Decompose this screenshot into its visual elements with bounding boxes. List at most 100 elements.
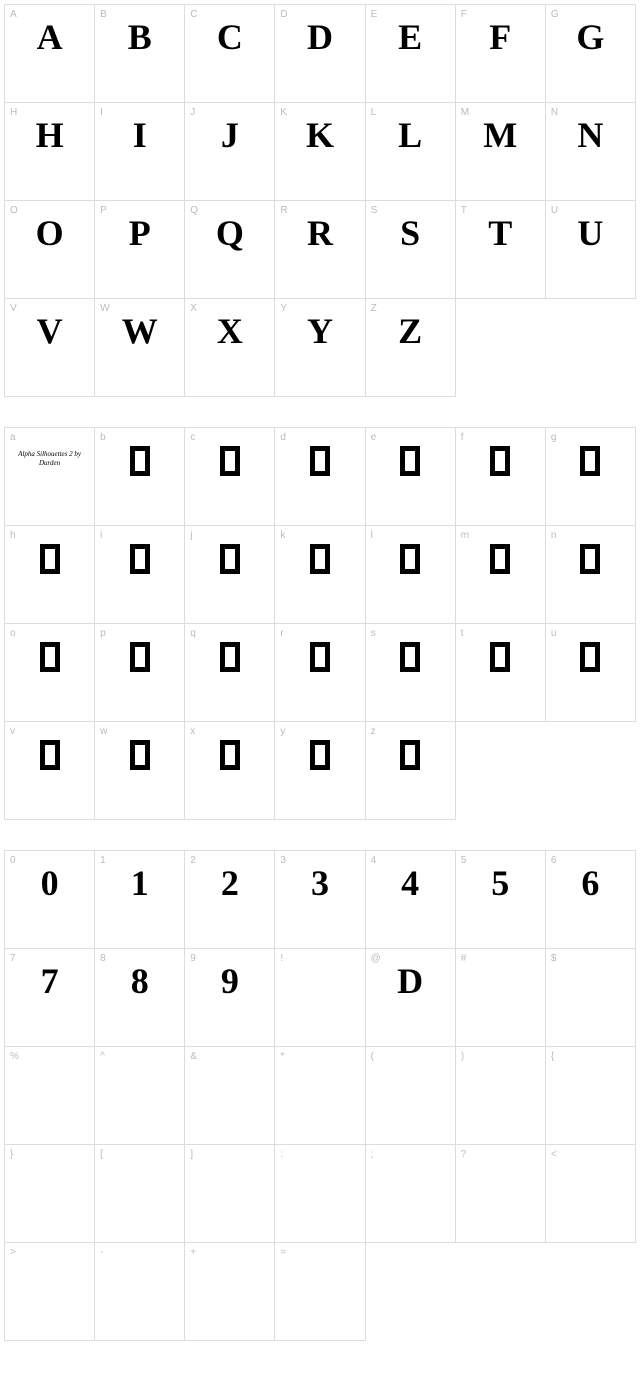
glyph-char: F	[456, 5, 545, 102]
cell-key: x	[190, 726, 195, 737]
glyph-section: 00112233445566778899!@D#$%^&*(){}[]:;?<>…	[4, 850, 636, 1341]
glyph-cell: 22	[185, 851, 275, 949]
glyph-missing-box	[366, 722, 455, 819]
glyph-missing-box	[456, 624, 545, 721]
cell-key: B	[100, 9, 107, 20]
glyph-cell: ]	[185, 1145, 275, 1243]
glyph-char: E	[366, 5, 455, 102]
glyph-missing-box	[95, 722, 184, 819]
cell-key: k	[280, 530, 285, 541]
cell-key: o	[10, 628, 16, 639]
cell-key: e	[371, 432, 377, 443]
cell-key: d	[280, 432, 286, 443]
glyph-char: D	[275, 5, 364, 102]
cell-key: p	[100, 628, 106, 639]
glyph-char: 3	[275, 851, 364, 948]
cell-key: <	[551, 1149, 557, 1160]
glyph-missing-box	[5, 722, 94, 819]
glyph-missing-box	[185, 428, 274, 525]
glyph-char: L	[366, 103, 455, 200]
glyph-missing-box	[275, 624, 364, 721]
glyph-char: P	[95, 201, 184, 298]
glyph-char: N	[546, 103, 635, 200]
cell-key: C	[190, 9, 197, 20]
cell-key: L	[371, 107, 377, 118]
cell-key: 1	[100, 855, 106, 866]
cell-key: g	[551, 432, 557, 443]
cell-key: ;	[371, 1149, 374, 1160]
glyph-cell: ZZ	[366, 299, 456, 397]
glyph-char: Y	[275, 299, 364, 396]
cell-key: m	[461, 530, 469, 541]
empty-cell	[546, 722, 636, 820]
glyph-missing-box	[185, 624, 274, 721]
cell-key: >	[10, 1247, 16, 1258]
glyph-cell: x	[185, 722, 275, 820]
glyph-cell: o	[5, 624, 95, 722]
glyph-cell: BB	[95, 5, 185, 103]
cell-key: P	[100, 205, 107, 216]
glyph-cell: EE	[366, 5, 456, 103]
cell-key: r	[280, 628, 283, 639]
glyph-cell: II	[95, 103, 185, 201]
glyph-cell: y	[275, 722, 365, 820]
glyph-cell: n	[546, 526, 636, 624]
glyph-cell: OO	[5, 201, 95, 299]
cell-key: Z	[371, 303, 377, 314]
glyph-cell: MM	[456, 103, 546, 201]
glyph-cell: 88	[95, 949, 185, 1047]
glyph-missing-box	[95, 624, 184, 721]
glyph-cell: GG	[546, 5, 636, 103]
glyph-grid: aAlpha Silhouettes 2 by Durdenbcdefghijk…	[4, 427, 636, 820]
glyph-missing-box	[546, 526, 635, 623]
glyph-cell: t	[456, 624, 546, 722]
cell-key: $	[551, 953, 557, 964]
glyph-cell: 55	[456, 851, 546, 949]
glyph-cell: g	[546, 428, 636, 526]
glyph-cell: l	[366, 526, 456, 624]
glyph-char: 0	[5, 851, 94, 948]
glyph-script: Alpha Silhouettes 2 by Durden	[5, 428, 94, 468]
glyph-section: aAlpha Silhouettes 2 by Durdenbcdefghijk…	[4, 427, 636, 820]
empty-cell	[456, 299, 546, 397]
glyph-cell: CC	[185, 5, 275, 103]
glyph-cell: 44	[366, 851, 456, 949]
cell-key: =	[280, 1247, 286, 1258]
glyph-cell: UU	[546, 201, 636, 299]
cell-key: q	[190, 628, 196, 639]
cell-key: Q	[190, 205, 198, 216]
glyph-cell: (	[366, 1047, 456, 1145]
glyph-cell: !	[275, 949, 365, 1047]
cell-key: 2	[190, 855, 196, 866]
cell-key: ]	[190, 1149, 193, 1160]
cell-key: }	[10, 1149, 13, 1160]
glyph-cell: c	[185, 428, 275, 526]
glyph-cell: )	[456, 1047, 546, 1145]
glyph-char: Z	[366, 299, 455, 396]
glyph-cell: i	[95, 526, 185, 624]
cell-key: T	[461, 205, 467, 216]
glyph-char: H	[5, 103, 94, 200]
glyph-cell: TT	[456, 201, 546, 299]
glyph-cell: e	[366, 428, 456, 526]
glyph-missing-box	[185, 722, 274, 819]
glyph-cell: ;	[366, 1145, 456, 1243]
glyph-cell: QQ	[185, 201, 275, 299]
cell-key: !	[280, 953, 283, 964]
glyph-cell: aAlpha Silhouettes 2 by Durden	[5, 428, 95, 526]
glyph-char: S	[366, 201, 455, 298]
glyph-char: V	[5, 299, 94, 396]
cell-key: 8	[100, 953, 106, 964]
glyph-cell: z	[366, 722, 456, 820]
glyph-cell: u	[546, 624, 636, 722]
cell-key: 9	[190, 953, 196, 964]
cell-key: A	[10, 9, 17, 20]
glyph-cell: +	[185, 1243, 275, 1341]
cell-key: n	[551, 530, 557, 541]
glyph-cell: @D	[366, 949, 456, 1047]
cell-key: :	[280, 1149, 283, 1160]
cell-key: i	[100, 530, 102, 541]
glyph-cell: >	[5, 1243, 95, 1341]
glyph-char: Q	[185, 201, 274, 298]
glyph-cell: p	[95, 624, 185, 722]
